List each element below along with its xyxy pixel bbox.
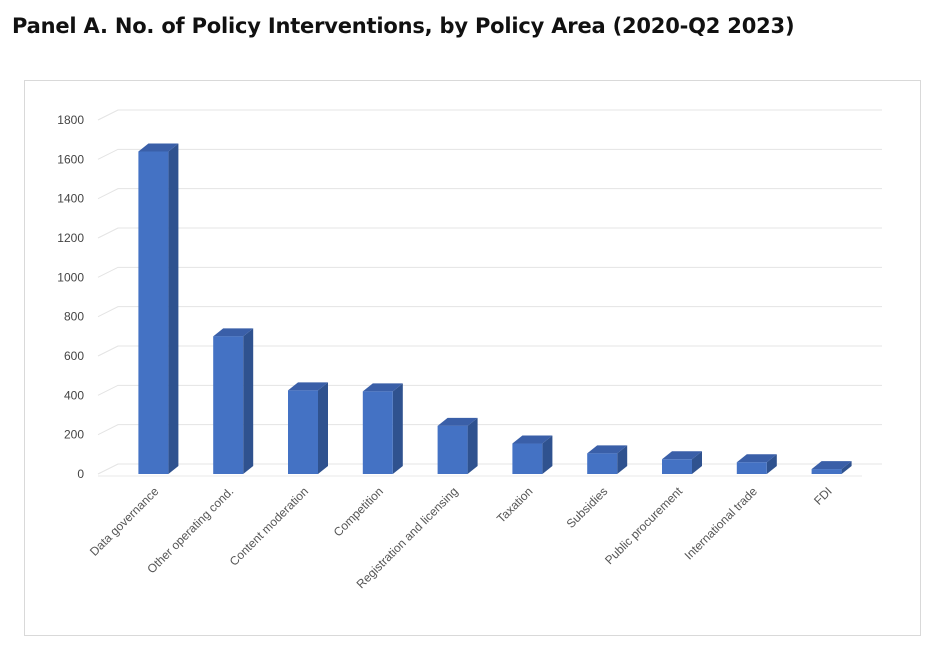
bar-front: [138, 151, 169, 474]
bar-side: [318, 382, 328, 474]
bar: [437, 417, 478, 474]
gridline: [97, 227, 882, 239]
bar: [362, 383, 403, 474]
bar: [512, 435, 553, 474]
bar-side: [841, 461, 852, 474]
x-tick-label: International trade: [682, 484, 761, 563]
y-tick-label: 800: [64, 310, 84, 324]
bar-top: [213, 328, 254, 337]
bar-side: [617, 445, 628, 474]
x-tick-label: Public procurement: [602, 484, 685, 567]
x-tick-label: Content moderation: [227, 484, 311, 568]
bar-top: [662, 451, 702, 460]
gridline: [97, 148, 882, 160]
bar: [662, 451, 702, 474]
y-tick-label: 1600: [57, 152, 84, 166]
bar-side: [243, 328, 254, 474]
bar-top: [512, 435, 553, 444]
bar-side: [168, 143, 179, 474]
y-tick-label: 1000: [57, 270, 84, 284]
bar-front: [362, 391, 393, 474]
bar: [736, 454, 777, 474]
bar-side: [692, 451, 702, 474]
bar-top: [138, 143, 179, 152]
y-tick-label: 0: [77, 467, 84, 481]
y-tick-label: 600: [64, 349, 84, 363]
bar-front: [662, 459, 692, 474]
bar: [138, 143, 179, 474]
gridline: [97, 188, 882, 200]
y-tick-label: 1200: [57, 231, 84, 245]
bar-top: [736, 454, 777, 463]
bar-top: [437, 417, 478, 426]
gridline: [97, 266, 882, 278]
bar: [213, 328, 254, 474]
y-tick-label: 200: [64, 428, 84, 442]
bar-front: [437, 425, 468, 474]
bar-front: [736, 462, 767, 474]
bar: [811, 461, 852, 474]
x-tick-label: Taxation: [494, 484, 536, 526]
bar-front: [811, 469, 842, 474]
bar-side: [467, 417, 478, 474]
x-tick-label: Subsidies: [564, 484, 611, 531]
bar-front: [587, 453, 618, 474]
bar-top: [587, 445, 628, 454]
x-tick-label: Other operating cond.: [144, 484, 236, 576]
bar-top: [362, 383, 403, 392]
gridline: [97, 109, 882, 121]
bar-top: [288, 382, 328, 391]
x-tick-label: Data governance: [87, 484, 162, 559]
gridline: [97, 424, 882, 436]
bar-side: [766, 454, 777, 474]
gridline: [97, 384, 882, 396]
x-tick-label: FDI: [811, 484, 835, 508]
gridline: [97, 306, 882, 318]
x-tick-label: Competition: [331, 484, 386, 539]
chart-title: Panel A. No. of Policy Interventions, by…: [12, 14, 795, 38]
bar: [288, 382, 328, 474]
y-tick-label: 400: [64, 388, 84, 402]
bar: [587, 445, 628, 474]
bar-side: [392, 383, 403, 474]
bar-front: [512, 443, 543, 474]
bar-top: [811, 461, 852, 470]
gridline: [97, 345, 882, 357]
y-tick-label: 1400: [57, 192, 84, 206]
bar-side: [542, 435, 553, 474]
gridline: [97, 463, 882, 475]
bar-front: [213, 336, 244, 474]
y-tick-label: 1800: [57, 113, 84, 127]
bar-front: [288, 390, 318, 474]
